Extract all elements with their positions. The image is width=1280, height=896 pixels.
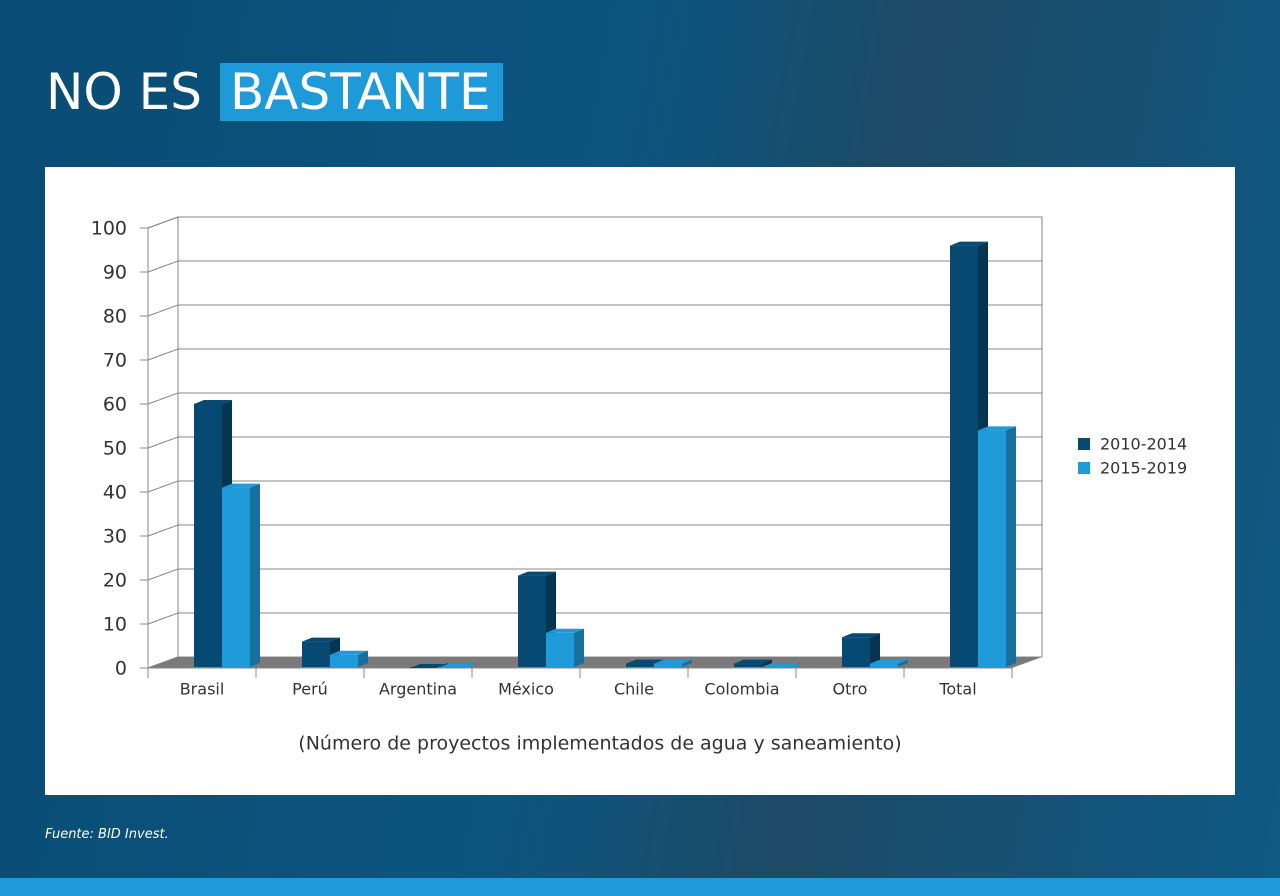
legend-label: 2010-2014 (1100, 435, 1187, 454)
bar-top (222, 483, 260, 488)
bar-side (898, 659, 908, 667)
bar (222, 487, 250, 667)
y-tick-label: 70 (103, 350, 127, 372)
bar (950, 245, 978, 667)
title: NO ES (46, 63, 202, 121)
grid-line (147, 348, 1042, 361)
bar (626, 663, 654, 667)
bar-top (518, 571, 556, 576)
bar-side (250, 483, 260, 667)
bar-top (330, 650, 368, 655)
y-tick-label: 30 (103, 526, 127, 548)
grid-line (147, 392, 1042, 405)
bar-top (626, 659, 664, 664)
title-highlight: BASTANTE (220, 63, 503, 121)
grid-line (147, 524, 1042, 537)
bar (518, 575, 546, 667)
bar (842, 637, 870, 667)
bar (546, 632, 574, 667)
y-tick-label: 0 (115, 658, 127, 680)
bar-top (842, 633, 880, 638)
y-tick-label: 90 (103, 262, 127, 284)
bar (302, 641, 330, 667)
bar-top (950, 241, 988, 246)
footer-strip (0, 878, 1280, 896)
x-axis-label: (Número de proyectos implementados de ag… (298, 733, 901, 755)
x-tick-label: Total (938, 680, 976, 699)
bar-side (762, 659, 772, 667)
x-tick-label: Colombia (704, 680, 779, 699)
floor (148, 657, 1042, 668)
y-tick-label: 10 (103, 614, 127, 636)
bar-top (870, 659, 908, 664)
source: Fuente: BID Invest. (45, 827, 169, 842)
grid-line (147, 304, 1042, 317)
bar-top (978, 426, 1016, 431)
bar-side (358, 650, 368, 667)
bar-top (194, 400, 232, 404)
grid-line (147, 436, 1042, 449)
bar (330, 654, 358, 667)
bar-top (546, 628, 584, 633)
grid-line (147, 216, 1042, 229)
x-tick-label: Argentina (379, 680, 457, 699)
bar-side (870, 633, 880, 667)
bar (194, 404, 222, 667)
x-tick-label: Perú (292, 680, 328, 699)
y-tick-label: 80 (103, 306, 127, 328)
bar-top (302, 637, 340, 642)
x-tick-label: Otro (833, 680, 868, 699)
legend-label: 2015-2019 (1100, 459, 1187, 478)
bar (654, 663, 682, 667)
bar (734, 663, 762, 667)
bar (978, 430, 1006, 667)
x-tick-label: Chile (614, 680, 654, 699)
legend-swatch (1078, 462, 1090, 474)
legend-swatch (1078, 438, 1090, 450)
bar (870, 663, 898, 667)
y-tick-label: 40 (103, 482, 127, 504)
grid-line (147, 260, 1042, 273)
bar-top (654, 659, 692, 664)
bar (762, 667, 790, 668)
bar-top (734, 659, 772, 664)
x-tick-label: Brasil (180, 680, 225, 699)
bar-side (574, 628, 584, 667)
bar (410, 667, 438, 668)
y-tick-label: 100 (91, 218, 127, 240)
bar-side (682, 659, 692, 667)
x-tick-label: México (498, 680, 554, 699)
grid-line (147, 612, 1042, 625)
bar-side (1006, 426, 1016, 667)
y-tick-label: 60 (103, 394, 127, 416)
grid-line (147, 568, 1042, 581)
y-tick-label: 20 (103, 570, 127, 592)
y-tick-label: 50 (103, 438, 127, 460)
grid-line (147, 480, 1042, 493)
bar (438, 667, 466, 668)
